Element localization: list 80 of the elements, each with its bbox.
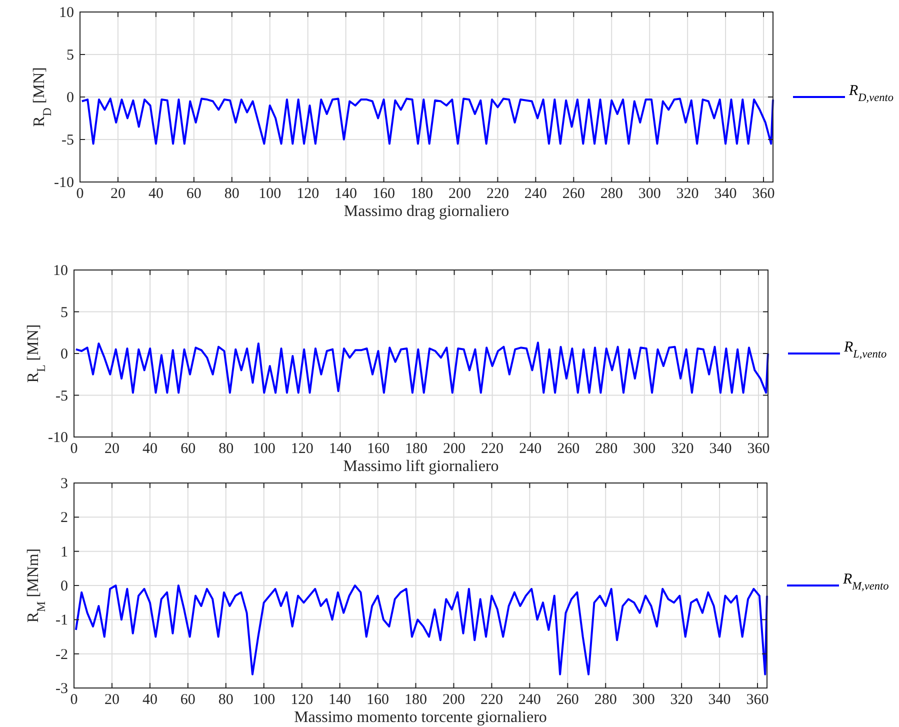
x-tick-label: 160 — [366, 441, 390, 457]
y-tick-label: 0 — [60, 578, 68, 594]
x-tick-label: 240 — [519, 441, 542, 457]
x-tick-label: 100 — [252, 441, 276, 457]
x-tick-label: 120 — [290, 441, 314, 457]
x-tick-label: 180 — [410, 186, 434, 202]
x-tick-label: 320 — [676, 186, 699, 202]
x-tick-label: 280 — [594, 692, 617, 708]
x-tick-label: 140 — [328, 441, 352, 457]
x-tick-label: 340 — [714, 186, 737, 202]
x-tick-label: 240 — [518, 692, 541, 708]
line-series — [74, 342, 769, 394]
y-tick-label: 1 — [60, 544, 68, 560]
y-tick-label: -1 — [56, 612, 68, 629]
x-tick-label: 300 — [638, 186, 661, 202]
legend-label: R$_{D,vento}$ — [848, 83, 894, 104]
y-tick-label: 10 — [53, 263, 68, 279]
x-tick-label: 300 — [633, 441, 656, 457]
x-tick-label: 360 — [746, 692, 769, 708]
legend-label: R$_{L,vento}$ — [843, 340, 887, 360]
y-tick-label: -2 — [56, 646, 68, 663]
x-tick-label: 200 — [442, 692, 465, 708]
x-tick-label: 80 — [218, 441, 234, 457]
x-tick-label: 60 — [180, 441, 196, 457]
x-tick-label: 180 — [404, 441, 428, 457]
x-tick-label: 200 — [448, 186, 471, 202]
x-tick-label: 40 — [142, 441, 158, 457]
x-tick-label: 320 — [671, 441, 694, 457]
x-tick-label: 300 — [632, 692, 655, 708]
x-tick-label: 220 — [486, 186, 509, 202]
x-tick-label: 140 — [334, 186, 358, 202]
x-tick-label: 20 — [104, 441, 120, 457]
x-tick-label: 20 — [104, 692, 120, 708]
x-tick-label: 100 — [258, 186, 282, 202]
x-tick-label: 60 — [186, 186, 202, 202]
x-axis-title: Massimo lift giornaliero — [343, 458, 499, 475]
x-tick-label: 340 — [708, 692, 731, 708]
y-tick-label: -3 — [56, 681, 68, 697]
y-tick-label: 0 — [60, 346, 68, 362]
x-tick-label: 220 — [481, 441, 504, 457]
x-tick-label: 240 — [524, 186, 547, 202]
x-tick-label: 60 — [180, 692, 196, 708]
x-tick-label: 100 — [252, 692, 276, 708]
x-tick-label: 320 — [670, 692, 693, 708]
x-tick-label: 280 — [595, 441, 618, 457]
y-tick-label: 5 — [60, 304, 68, 321]
x-tick-label: 40 — [148, 186, 164, 202]
y-tick-label: 10 — [59, 5, 74, 21]
x-tick-label: 220 — [480, 692, 503, 708]
x-tick-label: 80 — [224, 186, 240, 202]
legend-label: R$_{M,vento}$ — [842, 572, 890, 592]
x-tick-label: 180 — [404, 692, 428, 708]
x-tick-label: 80 — [218, 692, 234, 708]
x-tick-label: 360 — [747, 441, 770, 457]
x-tick-label: 160 — [366, 692, 390, 708]
y-tick-label: -5 — [62, 132, 74, 148]
x-tick-label: 20 — [110, 186, 126, 202]
x-tick-label: 140 — [328, 692, 352, 708]
x-tick-label: 40 — [142, 692, 158, 708]
x-tick-label: 160 — [372, 186, 396, 202]
x-tick-label: 200 — [443, 441, 466, 457]
x-tick-label: 120 — [296, 186, 320, 202]
y-tick-label: 3 — [60, 476, 68, 492]
x-tick-label: 280 — [600, 186, 623, 202]
x-tick-label: 260 — [557, 441, 580, 457]
y-tick-label: 5 — [66, 48, 74, 64]
x-axis-title: Massimo drag giornaliero — [344, 203, 510, 220]
line-series — [74, 584, 768, 676]
y-tick-label: -5 — [56, 388, 68, 404]
x-tick-label: 120 — [290, 692, 314, 708]
x-axis-title: Massimo momento torcente giornaliero — [294, 709, 547, 726]
y-tick-label: 2 — [60, 510, 68, 526]
x-tick-label: 340 — [709, 441, 732, 457]
line-series — [80, 98, 774, 145]
x-tick-label: 260 — [556, 692, 579, 708]
y-tick-label: -10 — [48, 430, 68, 446]
x-tick-label: 260 — [562, 186, 585, 202]
y-tick-label: 0 — [66, 90, 74, 106]
y-tick-label: -10 — [54, 175, 74, 191]
x-tick-label: 360 — [752, 186, 775, 202]
